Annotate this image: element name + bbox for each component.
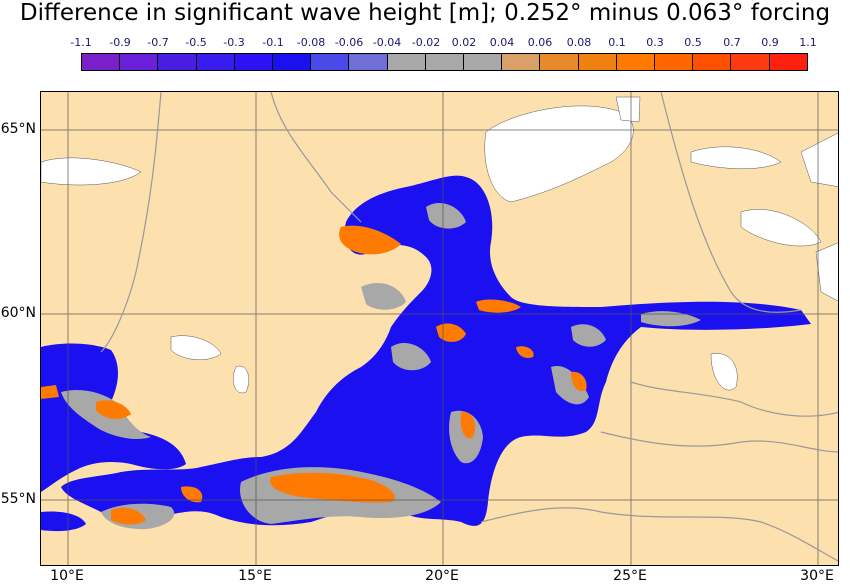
lat-label-55n: 55°N xyxy=(0,491,36,507)
lon-label-30e: 30°E xyxy=(800,568,834,584)
lon-label-15e: 15°E xyxy=(238,568,272,584)
colorbar-swatch xyxy=(234,54,274,70)
colorbar-swatch xyxy=(273,54,312,70)
colorbar-swatch xyxy=(502,54,541,70)
colorbar-swatch xyxy=(693,54,732,70)
colorbar-tick: -0.7 xyxy=(147,36,169,49)
graticule xyxy=(41,92,838,565)
colorbar-swatch xyxy=(158,54,197,70)
colorbar-tick: -0.5 xyxy=(185,36,207,49)
lat-label-60n: 60°N xyxy=(0,305,36,321)
colorbar-tick-labels: -1.1 -0.9 -0.7 -0.5 -0.3 -0.1 -0.08 -0.0… xyxy=(62,36,827,50)
colorbar-swatch xyxy=(311,54,350,70)
colorbar-tick: -0.9 xyxy=(109,36,131,49)
colorbar-tick: 1.1 xyxy=(799,36,817,49)
colorbar-tick: -0.04 xyxy=(372,36,402,49)
colorbar-swatch xyxy=(616,54,656,70)
nodata-areas xyxy=(41,96,838,394)
colorbar-swatch xyxy=(425,54,465,70)
colorbar-tick: 0.5 xyxy=(684,36,702,49)
colorbar-swatch xyxy=(540,54,579,70)
map-title: Difference in significant wave height [m… xyxy=(19,0,831,26)
sea-positive xyxy=(41,225,587,525)
lat-label-65n: 65°N xyxy=(0,121,36,137)
colorbar-swatch xyxy=(196,54,235,70)
colorbar-tick: 0.7 xyxy=(723,36,741,49)
colorbar-tick: 0.1 xyxy=(608,36,626,49)
colorbar-swatch xyxy=(349,54,388,70)
lon-label-10e: 10°E xyxy=(50,568,84,584)
country-borders xyxy=(100,92,838,562)
colorbar-tick: -0.1 xyxy=(262,36,284,49)
colorbar-tick: -1.1 xyxy=(70,36,92,49)
colorbar-swatch xyxy=(120,54,159,70)
colorbar-tick: 0.04 xyxy=(489,36,515,49)
colorbar-tick: 0.9 xyxy=(761,36,779,49)
colorbar-tick: -0.06 xyxy=(334,36,364,49)
colorbar xyxy=(81,53,808,71)
colorbar-swatch xyxy=(655,54,694,70)
colorbar-tick: 0.08 xyxy=(566,36,592,49)
lon-label-20e: 20°E xyxy=(425,568,459,584)
colorbar-swatch xyxy=(464,54,503,70)
colorbar-swatch xyxy=(578,54,617,70)
colorbar-swatch xyxy=(82,54,121,70)
colorbar-tick: -0.3 xyxy=(223,36,245,49)
colorbar-tick: -0.08 xyxy=(296,36,326,49)
colorbar-tick: 0.3 xyxy=(646,36,664,49)
colorbar-tick: -0.02 xyxy=(411,36,441,49)
colorbar-swatch xyxy=(769,54,807,70)
colorbar-tick: 0.02 xyxy=(451,36,477,49)
lon-label-25e: 25°E xyxy=(613,568,647,584)
colorbar-swatch xyxy=(731,54,770,70)
colorbar-tick: 0.06 xyxy=(527,36,553,49)
map-panel[interactable] xyxy=(40,91,839,566)
colorbar-swatch xyxy=(387,54,426,70)
baltic-sea-map xyxy=(41,92,838,565)
